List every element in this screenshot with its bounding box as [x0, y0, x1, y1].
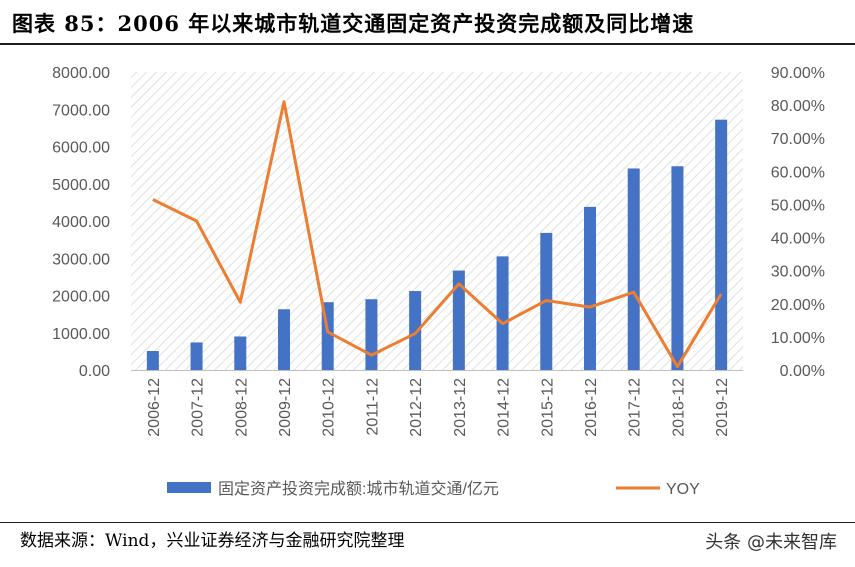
right-axis-tick-label: 40.00% [771, 231, 825, 248]
x-axis-tick-label: 2018-12 [670, 378, 687, 437]
left-axis-tick-label: 6000.00 [52, 140, 110, 157]
x-axis-tick-label: 2009-12 [277, 378, 294, 437]
x-axis-tick-label: 2006-12 [146, 378, 163, 437]
left-axis-tick-label: 3000.00 [52, 251, 110, 268]
left-axis-tick-label: 2000.00 [52, 289, 110, 306]
left-axis-tick-label: 5000.00 [52, 177, 110, 194]
x-axis-tick-label: 2014-12 [496, 378, 513, 437]
right-axis: 0.00% 10.00% 20.00% 30.00% 40.00% 50.00% 60.00… [771, 65, 825, 380]
x-axis-tick-label: 2017-12 [627, 378, 644, 437]
chart: 0.00 1000.00 2000.00 3000.00 4000.00 5000.00 6… [0, 46, 855, 522]
right-axis-tick-label: 90.00% [771, 65, 825, 82]
right-axis-tick-label: 70.00% [771, 131, 825, 148]
figure-title: 图表 85：2006 年以来城市轨道交通固定资产投资完成额及同比增速 [12, 8, 694, 38]
bar [365, 299, 377, 370]
source-note: 数据来源：Wind，兴业证券经济与金融研究院整理 [20, 526, 404, 551]
bar [671, 166, 683, 370]
right-axis-tick-label: 10.00% [771, 330, 825, 347]
right-axis-tick-label: 50.00% [771, 197, 825, 214]
x-axis-labels: 2006-12 2007-12 2008-12 2009-12 2010-12 2011-… [146, 378, 731, 437]
right-axis-tick-label: 80.00% [771, 98, 825, 115]
x-axis-tick-label: 2008-12 [233, 378, 250, 437]
legend-line-label: YOY [666, 481, 700, 498]
x-axis-tick-label: 2010-12 [321, 378, 338, 437]
left-axis: 0.00 1000.00 2000.00 3000.00 4000.00 5000.00 6… [52, 65, 110, 380]
bar [497, 256, 509, 370]
x-axis-tick-label: 2012-12 [408, 378, 425, 437]
x-axis-tick-label: 2013-12 [452, 378, 469, 437]
bar [234, 336, 246, 370]
bar [628, 168, 640, 370]
bar [584, 207, 596, 370]
bar [715, 120, 727, 370]
x-axis-tick-label: 2019-12 [714, 378, 731, 437]
left-axis-tick-label: 8000.00 [52, 65, 110, 82]
right-axis-tick-label: 60.00% [771, 164, 825, 181]
bar [278, 309, 290, 370]
right-axis-tick-label: 0.00% [780, 363, 825, 380]
legend: 固定资产投资完成额:城市轨道交通/亿元 YOY [167, 480, 700, 498]
title-rule [0, 43, 855, 45]
watermark: 头条 @未来智库 [705, 528, 837, 554]
left-axis-tick-label: 4000.00 [52, 214, 110, 231]
legend-bar-label: 固定资产投资完成额:城市轨道交通/亿元 [218, 480, 499, 498]
bar [191, 342, 203, 370]
left-axis-tick-label: 1000.00 [52, 326, 110, 343]
x-axis-tick-label: 2011-12 [364, 378, 381, 436]
x-axis-tick-label: 2007-12 [190, 378, 207, 437]
left-axis-tick-label: 7000.00 [52, 102, 110, 119]
right-axis-tick-label: 30.00% [771, 264, 825, 281]
bar [147, 351, 159, 370]
right-axis-tick-label: 20.00% [771, 297, 825, 314]
x-axis-tick-label: 2016-12 [583, 378, 600, 437]
source-rule [0, 522, 855, 523]
left-axis-tick-label: 0.00 [79, 363, 110, 380]
legend-bar-swatch [167, 482, 211, 493]
x-axis-tick-label: 2015-12 [539, 378, 556, 437]
plot-background [131, 72, 743, 370]
